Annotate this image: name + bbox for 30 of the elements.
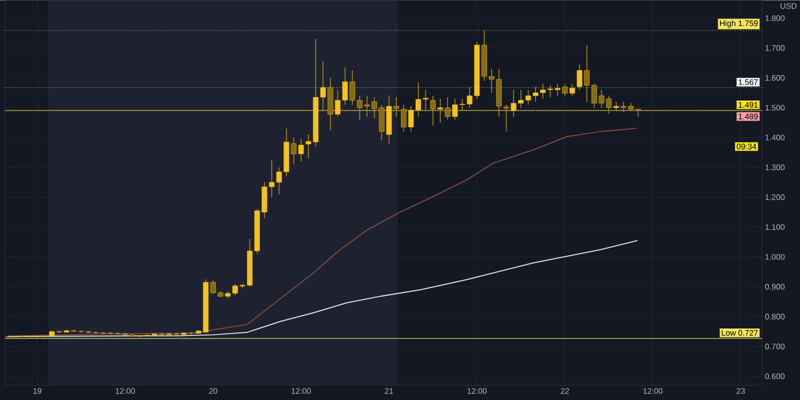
x-tick-label: 20 <box>209 388 218 394</box>
x-tick-label: 12:00 <box>643 388 663 394</box>
x-tick-label: 21 <box>384 388 394 394</box>
ref-line-label: 1.567 <box>738 79 758 85</box>
y-tick-label: 1.300 <box>765 164 785 170</box>
y-tick-label: 1.100 <box>765 224 785 230</box>
y-tick-label: 0.900 <box>765 284 785 290</box>
x-tick-label: 23 <box>736 388 745 394</box>
ref-line-label: 1.491 <box>738 102 758 108</box>
y-tick-label: 1.700 <box>765 45 785 51</box>
y-tick-label: 1.600 <box>765 74 785 81</box>
x-tick-label: 22 <box>560 388 569 394</box>
ref-line-label: High 1.759 <box>720 20 758 28</box>
annotation: 09:34 <box>736 144 756 150</box>
y-tick-label: 1.500 <box>765 104 785 110</box>
y-tick-label: 0.700 <box>765 343 785 350</box>
y-tick-label: 0.800 <box>765 314 785 320</box>
ref-line-label: Low 0.727 <box>722 330 758 336</box>
y-tick-label: 1.200 <box>765 194 785 200</box>
y-tick-label: 1.400 <box>765 134 785 140</box>
ref-line-label: 1.489 <box>738 114 758 120</box>
y-tick-label: 1.800 <box>765 15 785 21</box>
x-tick-label: 12:00 <box>292 388 311 394</box>
y-axis-title: USD <box>780 2 797 9</box>
y-tick-label: 1.000 <box>765 254 785 260</box>
x-tick-label: 12:00 <box>116 388 135 394</box>
x-tick-label: 12:00 <box>468 388 487 394</box>
y-tick-label: 0.600 <box>765 373 785 380</box>
candlestick <box>422 89 428 111</box>
x-tick-label: 19 <box>33 388 42 394</box>
